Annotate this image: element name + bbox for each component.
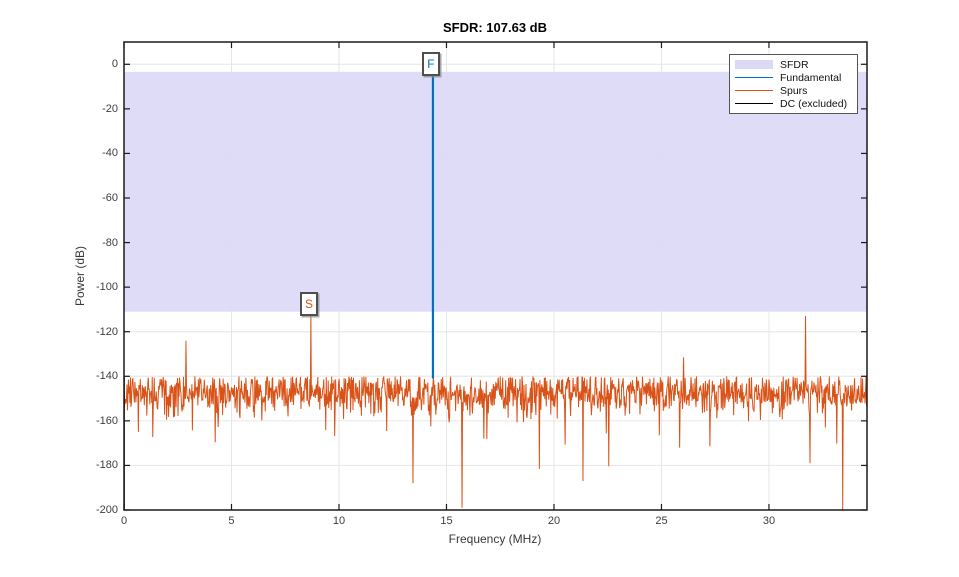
y-tick-label--140: -140 — [95, 370, 118, 383]
legend-row-fundamental: Fundamental — [735, 71, 852, 84]
line-swatch-icon — [735, 103, 773, 104]
line-swatch-icon — [735, 77, 773, 78]
x-tick-label-5: 5 — [228, 515, 235, 527]
x-tick-label-30: 30 — [762, 515, 776, 527]
legend-row-dc-excluded: DC (excluded) — [735, 97, 852, 110]
sfdr-patch-swatch-icon — [735, 60, 773, 69]
y-tick-label--60: -60 — [102, 192, 118, 204]
fundamental-marker-box: F — [421, 51, 440, 76]
x-tick-label-20: 20 — [547, 515, 561, 527]
y-axis-label: Power (dB) — [73, 245, 87, 307]
legend[interactable]: SFDR Fundamental Spurs DC (excluded) — [729, 54, 858, 114]
spurs-trace — [123, 311, 868, 511]
y-tick-label--200: -200 — [95, 504, 118, 516]
x-tick-label-25: 25 — [655, 515, 668, 527]
y-tick-label--80: -80 — [102, 236, 118, 249]
y-tick-label--160: -160 — [95, 414, 118, 427]
y-tick-label--180: -180 — [95, 459, 118, 472]
legend-label: Fundamental — [780, 71, 842, 84]
y-tick-label-0: 0 — [111, 58, 118, 71]
x-tick-label-15: 15 — [440, 515, 453, 527]
line-swatch-icon — [735, 90, 773, 91]
legend-label: Spurs — [780, 84, 808, 97]
legend-label: SFDR — [780, 58, 809, 71]
y-tick-label--120: -120 — [95, 325, 118, 338]
chart-title: SFDR: 107.63 dB — [442, 20, 548, 35]
x-axis-label: Frequency (MHz) — [448, 532, 542, 546]
x-tick-label-10: 10 — [332, 515, 346, 527]
axes-box — [123, 41, 868, 511]
y-tick-label--20: -20 — [102, 102, 118, 115]
y-tick-label--40: -40 — [102, 147, 118, 160]
legend-row-sfdr: SFDR — [735, 58, 852, 71]
legend-label: DC (excluded) — [780, 97, 848, 110]
y-tick-label--100: -100 — [95, 281, 118, 294]
spur-marker-box: S — [300, 291, 319, 316]
legend-row-spurs: Spurs — [735, 84, 852, 97]
x-tick-label-0: 0 — [120, 515, 128, 527]
